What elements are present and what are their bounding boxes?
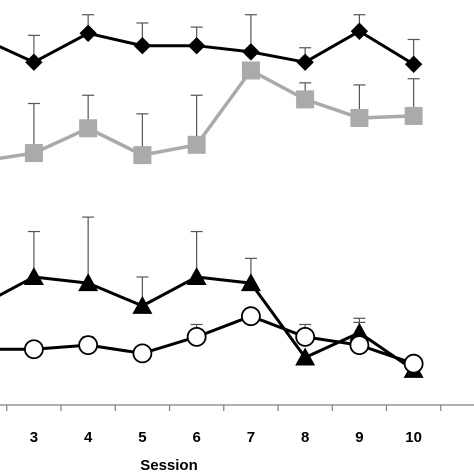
x-tick-label-5: 5 bbox=[138, 429, 146, 446]
data-point-circle-session-3 bbox=[24, 339, 44, 360]
data-point-triangle-session-9 bbox=[349, 322, 370, 341]
data-point-circle-session-10 bbox=[403, 353, 424, 374]
x-tick-label-3: 3 bbox=[30, 429, 38, 446]
data-point-diamond-session-8 bbox=[296, 53, 314, 71]
data-point-triangle-session-5 bbox=[132, 295, 153, 314]
data-point-circle-session-5 bbox=[132, 343, 153, 364]
x-tick-labels: 3 4 5 6 7 8 9 10 bbox=[30, 429, 422, 446]
x-tick-label-9: 9 bbox=[355, 429, 363, 446]
x-axis-title: Session bbox=[140, 457, 198, 474]
data-point-circle-session-4 bbox=[78, 335, 99, 356]
data-point-square-session-10 bbox=[404, 106, 423, 125]
data-point-square-session-9 bbox=[350, 108, 369, 127]
data-point-diamond-session-6 bbox=[187, 36, 206, 55]
data-point-diamond-session-5 bbox=[133, 36, 152, 55]
x-tick-label-6: 6 bbox=[192, 429, 200, 446]
data-point-diamond-session-3 bbox=[25, 53, 43, 71]
x-tick-label-10: 10 bbox=[405, 429, 422, 446]
data-point-triangle-session-6 bbox=[186, 266, 207, 285]
series-layer bbox=[0, 22, 424, 378]
data-point-square-session-4 bbox=[79, 119, 98, 138]
data-point-diamond-session-4 bbox=[79, 24, 97, 43]
data-point-circle-session-8 bbox=[295, 326, 316, 347]
x-tick-label-7: 7 bbox=[247, 429, 255, 446]
data-point-triangle-session-4 bbox=[78, 273, 99, 292]
data-point-diamond-session-10 bbox=[404, 55, 423, 73]
data-point-diamond-session-7 bbox=[242, 43, 260, 61]
data-point-diamond-session-9 bbox=[350, 22, 369, 40]
data-point-square-session-5 bbox=[133, 146, 152, 165]
data-point-square-session-6 bbox=[187, 135, 206, 154]
series-line-diamond bbox=[0, 29, 415, 66]
x-tick-label-4: 4 bbox=[84, 429, 93, 446]
data-point-triangle-session-7 bbox=[240, 273, 261, 292]
data-point-circle-session-6 bbox=[186, 326, 207, 347]
data-point-triangle-session-8 bbox=[295, 347, 316, 366]
data-point-square-session-7 bbox=[241, 61, 260, 80]
data-point-square-session-3 bbox=[24, 144, 43, 163]
data-point-circle-session-9 bbox=[349, 335, 370, 356]
data-point-square-session-8 bbox=[296, 90, 315, 109]
x-axis bbox=[0, 404, 474, 411]
error-bars-layer bbox=[27, 14, 420, 346]
series-line-triangle bbox=[0, 275, 415, 372]
data-point-circle-session-7 bbox=[240, 306, 261, 327]
data-point-triangle-session-3 bbox=[23, 266, 44, 285]
x-tick-label-8: 8 bbox=[301, 429, 309, 446]
